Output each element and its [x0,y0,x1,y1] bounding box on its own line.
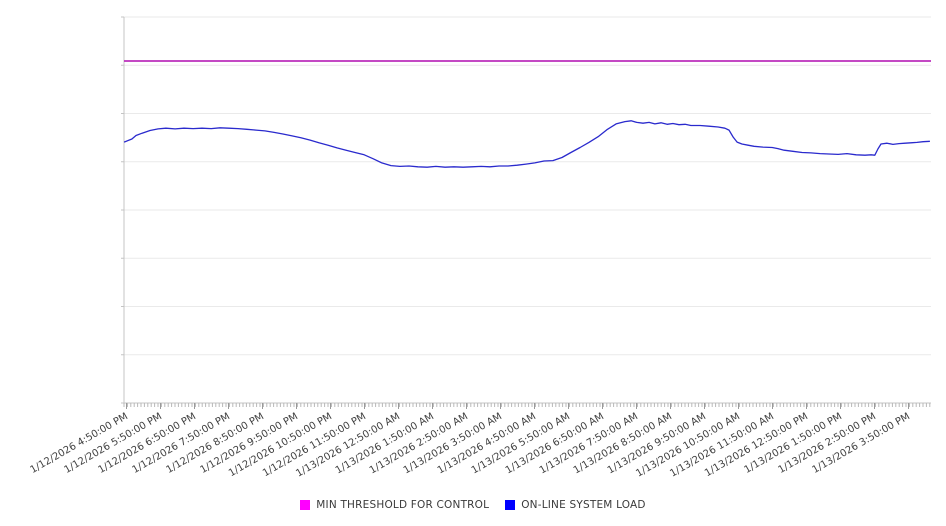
chart-legend: MIN THRESHOLD FOR CONTROL ON-LINE SYSTEM… [0,499,946,511]
legend-swatch-load-icon [505,500,516,510]
legend-swatch-threshold-icon [300,500,311,510]
legend-label-threshold: MIN THRESHOLD FOR CONTROL [316,499,490,511]
line-chart: 1/12/2026 4:50:00 PM1/12/2026 5:50:00 PM… [29,16,931,480]
system-load-line [123,120,930,168]
legend-label-load: ON-LINE SYSTEM LOAD [521,499,646,511]
legend-item-threshold: MIN THRESHOLD FOR CONTROL [300,499,489,511]
legend-item-load: ON-LINE SYSTEM LOAD [505,499,646,511]
